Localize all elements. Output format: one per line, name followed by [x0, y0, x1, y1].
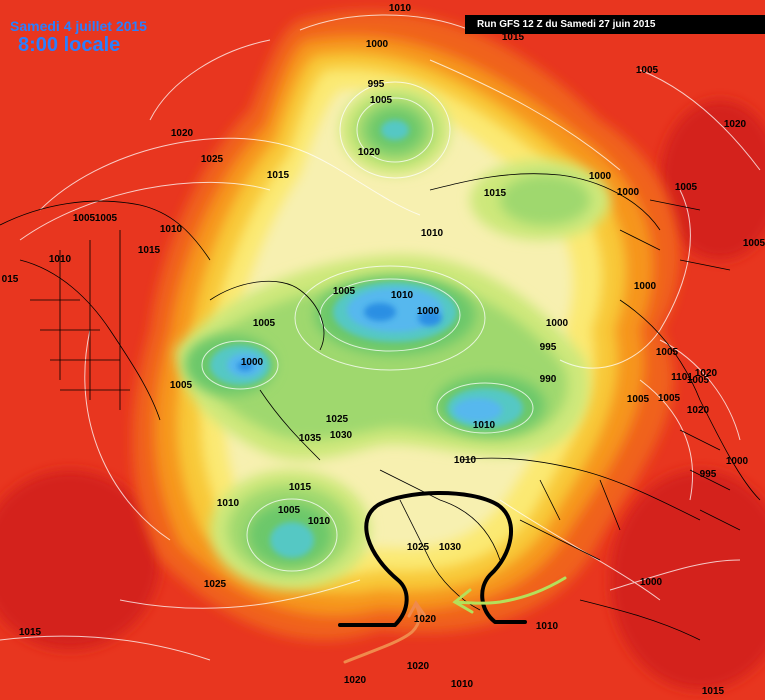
- isobar-label: 1005: [332, 286, 356, 297]
- isobar-lines: [0, 14, 761, 661]
- isobar-label: 1005: [277, 505, 301, 516]
- isobar-label: 1025: [325, 414, 349, 425]
- isobar-label: 1000: [588, 171, 612, 182]
- isobar-label: 1000: [633, 281, 657, 292]
- isobar-label: 1010: [307, 516, 331, 527]
- isobar-label: 1005: [674, 182, 698, 193]
- isobar-label: 1020: [694, 368, 718, 379]
- isobar-label: 1010: [420, 228, 444, 239]
- isobar-label: 1005: [686, 375, 710, 386]
- isobar-label: 1030: [329, 430, 353, 441]
- isobar-label: 1020: [343, 675, 367, 686]
- isobar-label: 1005: [369, 95, 393, 106]
- isobar-label: 1005: [252, 318, 276, 329]
- isobar-label: 1010: [453, 455, 477, 466]
- isobar-label: 1005: [742, 238, 765, 249]
- isobar-label: 1005: [94, 213, 118, 224]
- isobar-label: 1010: [159, 224, 183, 235]
- isobar-label: 1010: [390, 290, 414, 301]
- isobar-label: 1000: [365, 39, 389, 50]
- isobar-label: 1025: [203, 579, 227, 590]
- map-title: Samedi 4 juillet 2015 8:00 locale: [10, 18, 147, 56]
- isobar-label: 1015: [483, 188, 507, 199]
- isobar-label: 1020: [686, 405, 710, 416]
- isobar-label: 1000: [240, 357, 264, 368]
- isobar-label: 1000: [725, 456, 749, 467]
- isobar-label: 1025: [406, 542, 430, 553]
- isobar-label: 1010: [216, 498, 240, 509]
- isobar-label: 1020: [357, 147, 381, 158]
- run-banner: Run GFS 12 Z du Samedi 27 juin 2015: [465, 15, 765, 34]
- isobar-label: 1005: [72, 213, 96, 224]
- isobar-label: 1015: [701, 686, 725, 697]
- green-arrow-annotation: [452, 576, 567, 614]
- isobar-label: 1010: [472, 420, 496, 431]
- isobar-label: 1005: [169, 380, 193, 391]
- isobar-label: 1015: [18, 627, 42, 638]
- isobar-label: 1005: [626, 394, 650, 405]
- isobar-label: 1030: [438, 542, 462, 553]
- isobar-label: 1035: [298, 433, 322, 444]
- coastlines: [0, 173, 761, 641]
- isobar-label: 995: [699, 469, 717, 480]
- omega-block-annotation: [338, 491, 527, 627]
- isobar-label: 1015: [501, 32, 525, 43]
- isobar-label: 1005: [657, 393, 681, 404]
- deep-red-zones: [0, 100, 765, 690]
- isobar-label: 1005: [635, 65, 659, 76]
- isobar-label: 1010: [535, 621, 559, 632]
- isobar-label: 1015: [137, 245, 161, 256]
- isobar-label: 015: [1, 274, 19, 285]
- blue-zones: [237, 303, 442, 371]
- isobar-label: 1000: [545, 318, 569, 329]
- isobar-label: 1010: [450, 679, 474, 690]
- forecast-date: Samedi 4 juillet 2015: [10, 18, 147, 34]
- isobar-label: 1000: [616, 187, 640, 198]
- isobar-label: 1000: [416, 306, 440, 317]
- isobar-label: 1020: [170, 128, 194, 139]
- isobar-label: 995: [539, 342, 557, 353]
- isobar-label: 1020: [413, 614, 437, 625]
- forecast-time: 8:00 locale: [18, 34, 121, 56]
- isobar-label: 1005: [655, 347, 679, 358]
- isobar-label: 1000: [639, 577, 663, 588]
- isobar-label: 1015: [266, 170, 290, 181]
- isobar-label: 1020: [723, 119, 747, 130]
- isobar-label: 1015: [288, 482, 312, 493]
- isobar-label: 1025: [200, 154, 224, 165]
- isobar-label: 1010: [48, 254, 72, 265]
- isobar-label: 1010: [388, 3, 412, 14]
- isobar-label: 990: [539, 374, 557, 385]
- isobar-label: 995: [367, 79, 385, 90]
- isobar-label: 1101: [671, 372, 693, 383]
- orange-arrow-annotation: [343, 600, 427, 664]
- isobar-label: 1020: [406, 661, 430, 672]
